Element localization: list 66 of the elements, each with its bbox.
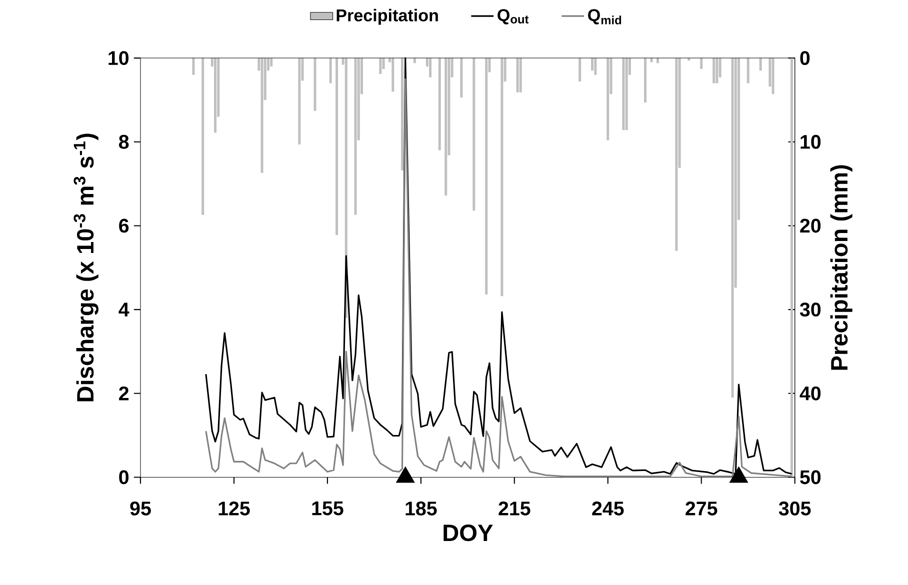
y-axis-title: Discharge (x 10$^{-3}$ m$^{3}$ s$^{-1}$) <box>74 133 98 401</box>
bar <box>354 58 357 215</box>
y-tick-label: 4 <box>118 302 130 316</box>
bar <box>594 58 597 75</box>
bar <box>329 58 332 83</box>
bar <box>485 58 488 294</box>
bar <box>392 58 394 92</box>
x-tick-label: 305 <box>778 501 811 516</box>
bar <box>622 58 625 130</box>
legend-label: Q$_{out}$ <box>498 8 529 24</box>
x-tick-label: 155 <box>312 501 344 516</box>
y2-tick-label: 40 <box>800 386 821 400</box>
bar <box>716 58 718 83</box>
bar <box>500 58 504 296</box>
y2-tick-label: 30 <box>800 302 821 316</box>
bar <box>746 58 750 83</box>
y2-axis-title: Precipitation (mm) <box>830 164 852 370</box>
bar <box>336 58 338 235</box>
bar <box>270 58 273 66</box>
bar <box>400 58 404 170</box>
bar <box>429 58 432 78</box>
y-tick-label: 6 <box>119 218 129 232</box>
bar <box>214 58 217 132</box>
bar <box>298 58 301 144</box>
x-tick-label: 245 <box>592 501 624 516</box>
y2-tick-label: 50 <box>800 470 821 484</box>
bar <box>675 58 678 251</box>
bar <box>314 58 316 111</box>
x-tick-label: 215 <box>498 501 530 516</box>
y-tick-label: 8 <box>118 134 129 149</box>
y2-tick-label: 10 <box>800 134 821 149</box>
bar <box>516 58 519 92</box>
bar <box>790 58 793 477</box>
y2-tick-label: 20 <box>800 218 821 232</box>
x-tick-label: 125 <box>218 501 250 516</box>
y-tick-label: 0 <box>119 470 129 484</box>
bar <box>625 58 628 130</box>
bar <box>519 58 522 92</box>
bar <box>444 58 448 196</box>
bar <box>438 58 441 150</box>
bar <box>731 58 734 398</box>
x-tick-label: 95 <box>130 501 151 516</box>
legend-label: Q$_{mid}$ <box>588 8 622 24</box>
y-tick-label: 2 <box>119 386 129 400</box>
legend-label: Precipitation <box>336 8 438 25</box>
bar <box>472 58 476 210</box>
bar <box>460 58 463 98</box>
y-tick-label: 10 <box>108 50 129 65</box>
bar <box>192 58 195 75</box>
bar <box>606 58 610 140</box>
bar <box>644 58 647 102</box>
x-tick-label: 275 <box>686 501 718 516</box>
bar <box>260 58 264 173</box>
bar <box>700 58 703 69</box>
bar <box>712 58 716 83</box>
bar <box>578 58 582 82</box>
bar <box>656 58 659 63</box>
bar <box>650 58 653 62</box>
bar <box>413 58 416 63</box>
y2-tick-label: 0 <box>800 50 810 65</box>
bar <box>379 58 382 74</box>
x-tick-label: 185 <box>406 501 437 516</box>
bar <box>202 58 204 215</box>
bar <box>759 58 762 70</box>
bar <box>772 58 774 94</box>
x-axis-title: DOY <box>444 524 493 541</box>
